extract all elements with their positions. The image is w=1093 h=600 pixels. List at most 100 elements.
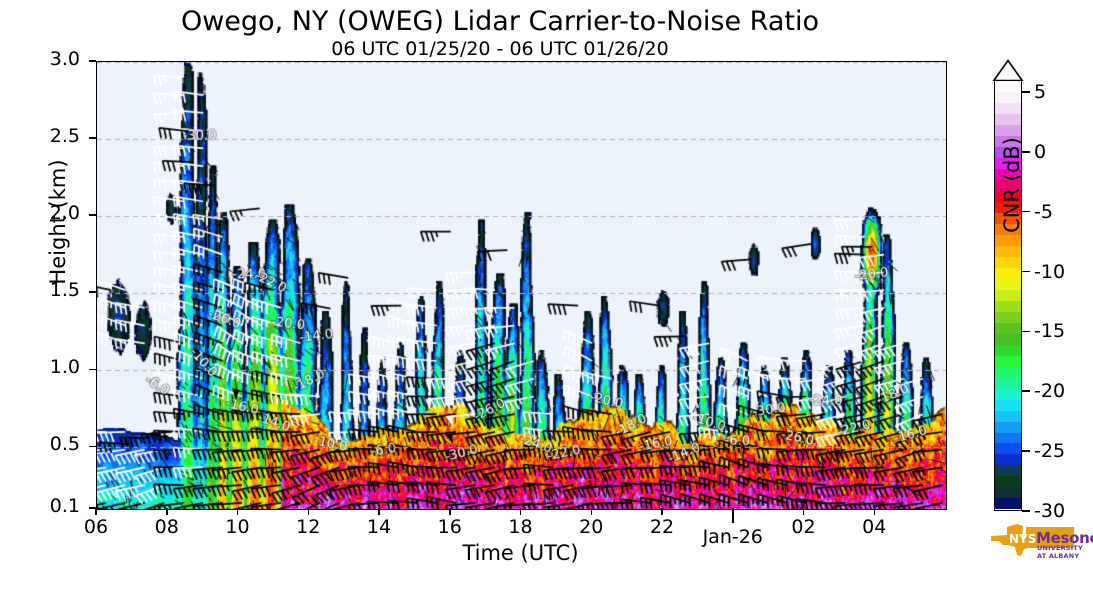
colorbar-tick-mark: [1022, 151, 1030, 153]
colorbar-segment: [995, 223, 1021, 235]
colorbar-segment: [995, 168, 1021, 180]
colorbar-segment: [995, 267, 1021, 279]
colorbar-segment: [995, 212, 1021, 224]
cnr-heatmap-canvas: [97, 62, 946, 509]
colorbar-tick-label: -30: [1034, 500, 1066, 522]
x-tick-label: 12: [296, 516, 321, 538]
x-tick-label: Jan-26: [702, 526, 763, 548]
colorbar-tick-label: -5: [1034, 200, 1053, 223]
x-tick-label: 10: [225, 516, 250, 538]
colorbar-tick-mark: [1022, 91, 1030, 93]
colorbar-segment: [995, 344, 1021, 356]
x-tick-mark: [307, 508, 309, 515]
logo-graphic: [991, 524, 1074, 556]
colorbar: [991, 59, 1027, 511]
colorbar-tick-mark: [1022, 330, 1030, 333]
logo-mesonet-text: Mesonet: [1036, 529, 1093, 547]
colorbar-segment: [995, 146, 1021, 158]
x-tick-mark: [661, 508, 663, 515]
colorbar-segment: [995, 179, 1021, 191]
colorbar-segment: [995, 355, 1021, 367]
colorbar-segment: [995, 300, 1021, 312]
x-tick-mark: [236, 508, 239, 515]
y-tick-label: 0.5: [49, 433, 80, 456]
y-tick-label: 3.0: [49, 48, 80, 70]
x-tick-mark: [166, 508, 168, 515]
colorbar-tick-mark: [1022, 390, 1030, 393]
colorbar-segment: [995, 81, 1021, 92]
y-tick-mark: [89, 368, 96, 371]
y-tick-mark: [89, 137, 96, 139]
x-axis-label: Time (UTC): [462, 541, 579, 565]
colorbar-segment: [995, 234, 1021, 246]
y-tick-mark: [89, 291, 96, 293]
colorbar-segment: [995, 278, 1021, 290]
colorbar-segment: [995, 333, 1021, 345]
y-tick-label: 1.5: [49, 279, 80, 302]
colorbar-segment: [995, 91, 1021, 103]
y-tick-label: 2.0: [49, 202, 80, 225]
colorbar-segment: [995, 113, 1021, 125]
x-tick-label: 22: [649, 516, 675, 538]
figure-subtitle: 06 UTC 01/25/20 - 06 UTC 01/26/20: [331, 38, 669, 60]
colorbar-tick-mark: [1022, 510, 1030, 512]
x-tick-mark: [590, 508, 592, 515]
y-tick-label: 1.0: [49, 356, 80, 379]
x-tick-label: 18: [508, 516, 533, 538]
y-tick-label: 0.1: [49, 495, 80, 517]
colorbar-segment: [995, 465, 1021, 477]
y-tick-mark: [89, 507, 96, 509]
y-tick-mark: [89, 60, 96, 62]
x-tick-label: 16: [437, 516, 462, 538]
colorbar-segment: [995, 476, 1021, 488]
colorbar-segment: [995, 421, 1021, 433]
logo-nys-text: NYS: [1009, 532, 1037, 546]
colorbar-segment: [995, 487, 1021, 499]
colorbar-segment: [995, 135, 1021, 147]
colorbar-segment: [995, 190, 1021, 202]
x-tick-mark: [519, 508, 522, 515]
colorbar-tick-mark: [1022, 450, 1030, 452]
colorbar-segment: [995, 498, 1021, 510]
logo-university-text: UNIVERSITY AT ALBANY: [1037, 544, 1083, 560]
x-tick-mark: [378, 508, 380, 515]
y-tick-mark: [89, 214, 96, 216]
colorbar-title: CNR (dB): [1000, 137, 1024, 233]
x-tick-mark: [449, 508, 451, 515]
colorbar-segment: [995, 366, 1021, 378]
colorbar-segment: [995, 311, 1021, 323]
colorbar-tick-label: 5: [1034, 80, 1047, 103]
colorbar-segment: [995, 256, 1021, 268]
colorbar-tick-mark: [1022, 270, 1030, 273]
figure-title: Owego, NY (OWEG) Lidar Carrier-to-Noise …: [180, 6, 820, 37]
nys-mesonet-logo: NYS Mesonet UNIVERSITY AT ALBANY: [981, 518, 1093, 564]
colorbar-segment: [995, 399, 1021, 411]
colorbar-segment: [995, 322, 1021, 334]
colorbar-segment: [995, 289, 1021, 301]
x-tick-mark: [732, 508, 734, 523]
colorbar-segment: [995, 124, 1021, 136]
colorbar-tick-label: -10: [1034, 260, 1066, 283]
x-tick-label: 02: [791, 516, 816, 538]
colorbar-segment: [995, 388, 1021, 400]
x-tick-label: 06: [83, 516, 109, 538]
y-tick-label: 2.5: [49, 125, 80, 148]
x-tick-label: 08: [154, 516, 179, 538]
colorbar-segment: [995, 377, 1021, 389]
x-tick-label: 20: [579, 516, 604, 538]
x-tick-label: 04: [862, 516, 887, 538]
colorbar-tick-label: -25: [1034, 440, 1066, 463]
y-axis-label: Height (km): [46, 159, 70, 285]
colorbar-segment: [995, 432, 1021, 444]
y-tick-mark: [89, 445, 96, 448]
x-tick-mark: [95, 508, 97, 515]
colorbar-segment: [995, 410, 1021, 422]
colorbar-segment: [995, 443, 1021, 455]
x-tick-mark: [802, 508, 805, 515]
x-tick-mark: [873, 508, 875, 515]
x-tick-label: 14: [366, 516, 392, 538]
colorbar-tick-label: -15: [1034, 320, 1066, 343]
colorbar-tick-label: -20: [1034, 380, 1066, 403]
colorbar-segment: [995, 157, 1021, 169]
